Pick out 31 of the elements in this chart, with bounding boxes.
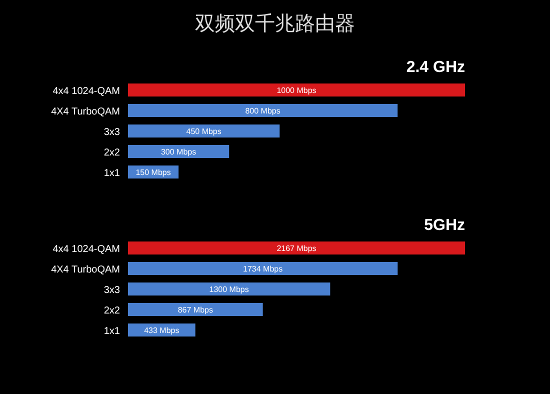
bar xyxy=(128,145,230,158)
data-label: 450 Mbps xyxy=(186,127,222,136)
chart-subtitle: 5GHz xyxy=(424,217,465,234)
chart-subtitle: 2.4 GHz xyxy=(406,59,465,76)
data-label: 1000 Mbps xyxy=(276,86,316,95)
y-tick-label: 4x4 1024-QAM xyxy=(52,244,120,255)
bar xyxy=(128,242,465,254)
data-label: 2167 Mbps xyxy=(276,244,316,253)
y-tick-label: 3x3 xyxy=(104,285,120,296)
y-tick-label: 1x1 xyxy=(104,326,120,337)
data-label: 1300 Mbps xyxy=(209,285,249,294)
chart-title: 双频双千兆路由器 xyxy=(195,13,355,35)
data-label: 1734 Mbps xyxy=(243,264,283,274)
bar xyxy=(128,303,263,316)
y-tick-label: 3x3 xyxy=(104,127,120,138)
y-tick-label: 2x2 xyxy=(104,306,120,316)
data-label: 150 Mbps xyxy=(136,168,171,177)
data-label: 300 Mbps xyxy=(160,148,196,156)
y-tick-label: 4X4 TurboQAM xyxy=(51,106,120,118)
bar xyxy=(128,262,398,275)
bar xyxy=(128,282,330,296)
y-tick-label: 1x1 xyxy=(104,168,120,179)
bar xyxy=(128,104,398,117)
bar xyxy=(128,84,465,96)
data-label: 433 Mbps xyxy=(144,326,180,335)
y-tick-label: 4x4 1024-QAM xyxy=(52,86,120,97)
bar xyxy=(128,124,280,138)
data-label: 867 Mbps xyxy=(178,306,213,314)
y-tick-label: 4X4 TurboQAM xyxy=(51,264,120,276)
data-label: 800 Mbps xyxy=(245,106,280,116)
y-tick-label: 2x2 xyxy=(104,148,120,158)
